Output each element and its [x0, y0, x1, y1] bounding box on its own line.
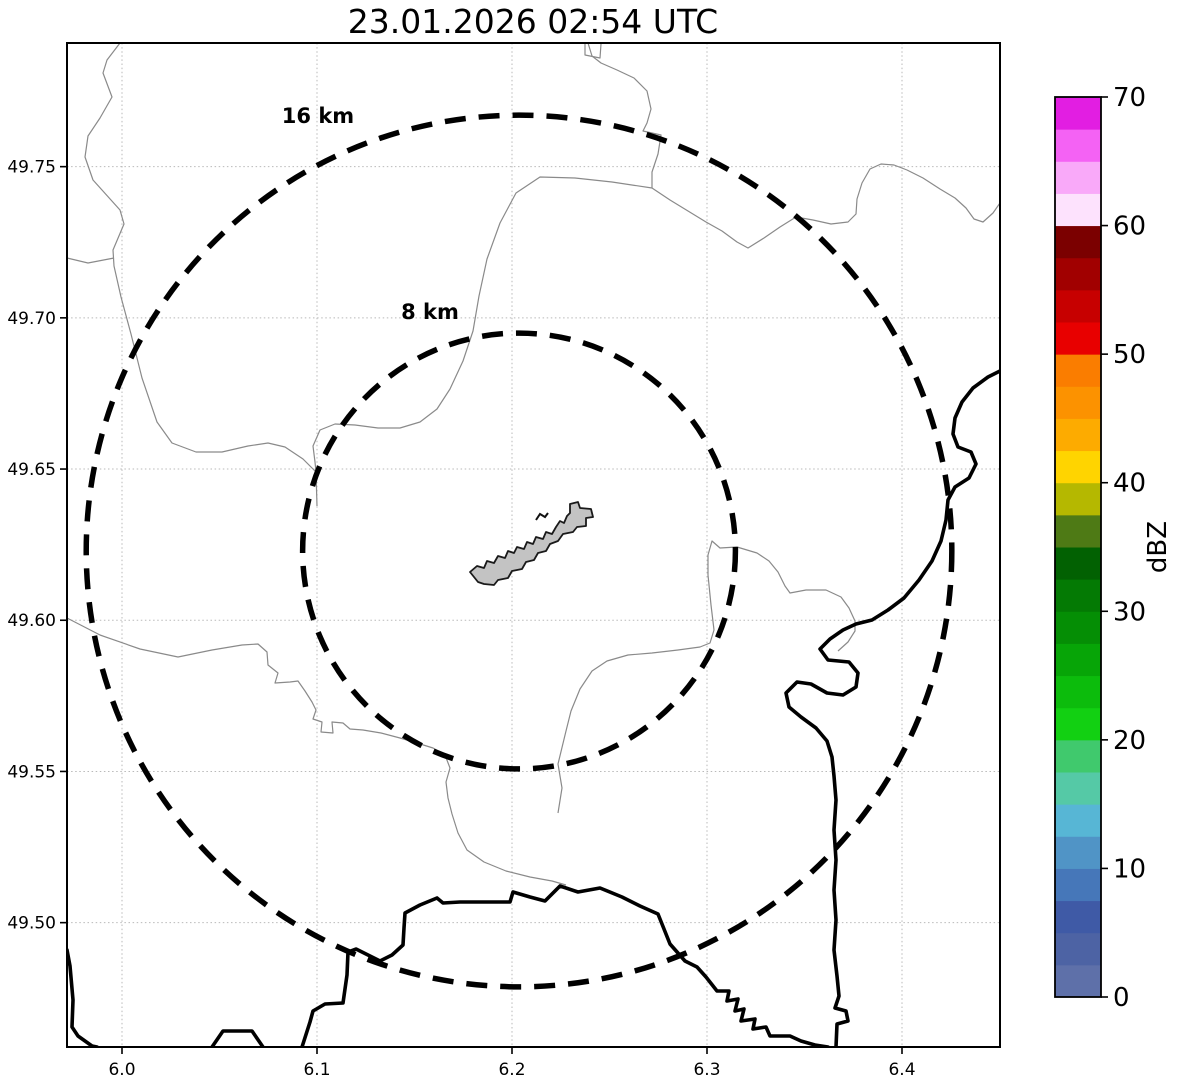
colorbar-band — [1055, 964, 1101, 998]
x-tick-label: 6.4 — [888, 1060, 915, 1080]
colorbar-band — [1055, 482, 1101, 516]
y-tick-label: 49.65 — [7, 460, 56, 480]
admin-boundary-line — [67, 257, 115, 264]
admin-boundary-line — [84, 43, 318, 507]
colorbar-tick-label: 60 — [1113, 212, 1146, 242]
colorbar-tick-label: 0 — [1113, 983, 1130, 1013]
colorbar-band — [1055, 675, 1101, 709]
range-ring-8km — [299, 330, 739, 772]
colorbar-tick-label: 20 — [1113, 726, 1146, 756]
colorbar-tick-label: 30 — [1113, 597, 1146, 627]
colorbar-band — [1055, 739, 1101, 773]
range-rings — [83, 112, 955, 990]
colorbar-band — [1055, 96, 1101, 130]
colorbar-tick-label: 70 — [1113, 83, 1146, 113]
airport-boundary-shape — [469, 501, 594, 586]
admin-boundary-line — [67, 617, 567, 886]
colorbar-band — [1055, 514, 1101, 548]
country-border-line — [300, 884, 830, 1047]
colorbar-band — [1055, 867, 1101, 902]
country-border-line — [210, 1029, 265, 1047]
country-border-line — [784, 369, 1000, 1047]
x-tick-label: 6.3 — [693, 1060, 720, 1080]
range-ring-label-8km: 8 km — [401, 300, 459, 324]
y-tick-label: 49.50 — [7, 914, 56, 934]
plot-title: 23.01.2026 02:54 UTC — [348, 2, 718, 41]
colorbar-band — [1055, 289, 1101, 323]
x-tick-label: 6.0 — [108, 1060, 135, 1080]
grid-lines — [67, 43, 1000, 1047]
colorbar-band — [1055, 128, 1101, 162]
plot-border — [66, 42, 1001, 1048]
colorbar-band — [1055, 417, 1101, 452]
colorbar-band — [1055, 900, 1101, 934]
range-ring-label-16km: 16 km — [282, 104, 354, 128]
admin-boundary-line — [312, 176, 653, 473]
y-tick-label: 49.70 — [7, 309, 56, 329]
colorbar-band — [1055, 225, 1101, 259]
airport-detail-mark — [535, 512, 549, 521]
colorbar-band — [1055, 771, 1101, 805]
country-border-line — [67, 948, 99, 1047]
colorbar-band — [1055, 450, 1101, 484]
colorbar-band — [1055, 257, 1101, 291]
colorbar-band — [1055, 642, 1101, 677]
airport-polygon — [469, 501, 594, 586]
admin-boundary-line — [584, 43, 602, 59]
y-tick-label: 49.75 — [7, 158, 56, 178]
colorbar-tick-label: 50 — [1113, 340, 1146, 370]
colorbar-band — [1055, 192, 1101, 227]
colorbar-tick-label: 10 — [1113, 854, 1146, 884]
admin-boundary-lines — [67, 43, 1000, 886]
country-border-lines — [67, 369, 1000, 1047]
colorbar-band — [1055, 932, 1101, 966]
y-tick-label: 49.60 — [7, 611, 56, 631]
colorbar: 0 10 20 30 40 50 60 70 — [1054, 83, 1146, 1013]
x-tick-label: 6.1 — [303, 1060, 330, 1080]
colorbar-band — [1055, 321, 1101, 355]
range-ring-16km — [83, 112, 955, 990]
admin-boundary-line — [587, 43, 662, 188]
colorbar-band — [1055, 160, 1101, 194]
colorbar-band — [1055, 578, 1101, 612]
x-tick-label: 6.2 — [498, 1060, 525, 1080]
admin-boundary-line — [651, 163, 1000, 249]
colorbar-band — [1055, 353, 1101, 387]
admin-boundary-line — [557, 540, 856, 814]
colorbar-band — [1055, 803, 1101, 837]
colorbar-band — [1055, 835, 1101, 869]
colorbar-frame — [1054, 96, 1102, 998]
colorbar-tick-label: 40 — [1113, 469, 1146, 499]
colorbar-label: dBZ — [1143, 521, 1173, 573]
x-axis: 6.0 6.1 6.2 6.3 6.4 — [108, 1047, 916, 1080]
colorbar-band — [1055, 707, 1101, 741]
colorbar-band — [1055, 546, 1101, 580]
y-axis: 49.50 49.55 49.60 49.65 49.70 49.75 — [7, 158, 67, 934]
colorbar-band — [1055, 385, 1101, 419]
y-tick-label: 49.55 — [7, 762, 56, 782]
colorbar-band — [1055, 610, 1101, 644]
